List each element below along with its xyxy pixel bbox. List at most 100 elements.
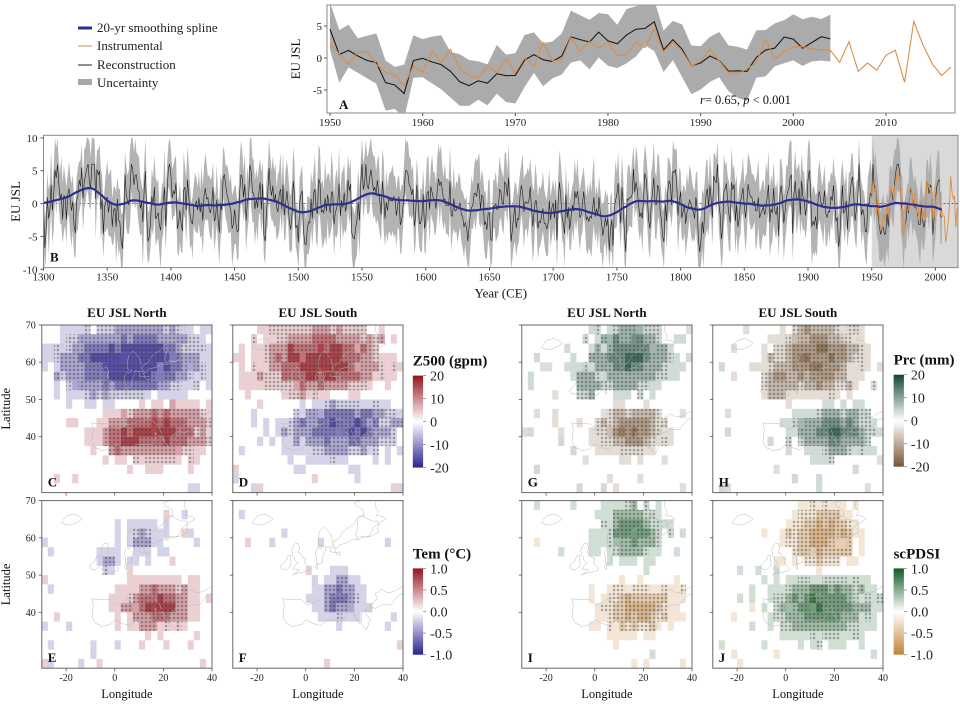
svg-text:EU JSL: EU JSL [8, 181, 23, 222]
svg-text:-1.0: -1.0 [430, 649, 452, 664]
svg-text:1850: 1850 [733, 272, 756, 284]
svg-text:Latitude: Latitude [0, 388, 13, 430]
svg-text:10: 10 [27, 133, 39, 145]
svg-text:1400: 1400 [160, 272, 183, 284]
svg-text:H: H [719, 475, 729, 490]
svg-text:70: 70 [26, 496, 36, 507]
svg-text:1950: 1950 [319, 117, 342, 129]
svg-text:1600: 1600 [415, 272, 438, 284]
svg-text:1750: 1750 [606, 272, 629, 284]
svg-text:1960: 1960 [412, 117, 435, 129]
svg-text:0: 0 [592, 673, 597, 684]
svg-text:50: 50 [26, 571, 36, 582]
svg-text:Longitude: Longitude [581, 687, 633, 701]
svg-text:0.5: 0.5 [911, 584, 929, 599]
svg-text:0: 0 [911, 415, 918, 430]
svg-text:B: B [50, 250, 59, 265]
svg-text:-10: -10 [911, 438, 930, 453]
svg-text:EU JSL North: EU JSL North [567, 305, 647, 320]
svg-text:20: 20 [349, 673, 359, 684]
svg-text:1990: 1990 [690, 117, 713, 129]
svg-text:40: 40 [398, 673, 408, 684]
svg-text:1800: 1800 [670, 272, 693, 284]
svg-text:-10: -10 [23, 264, 38, 276]
svg-text:E: E [48, 650, 57, 665]
svg-text:-20: -20 [730, 673, 743, 684]
svg-text:J: J [719, 650, 726, 665]
svg-text:1.0: 1.0 [911, 562, 929, 577]
svg-text:C: C [48, 475, 57, 490]
svg-text:1350: 1350 [96, 272, 119, 284]
svg-text:EU JSL North: EU JSL North [87, 305, 167, 320]
svg-text:1950: 1950 [861, 272, 884, 284]
svg-text:Tem (°C): Tem (°C) [413, 546, 471, 562]
svg-text:1550: 1550 [351, 272, 374, 284]
svg-text:G: G [528, 475, 538, 490]
svg-text:-20: -20 [250, 673, 263, 684]
svg-text:Instrumental: Instrumental [97, 38, 163, 53]
svg-text:10: 10 [911, 392, 925, 407]
svg-text:20: 20 [829, 673, 839, 684]
svg-text:EU JSL South: EU JSL South [759, 305, 839, 320]
svg-text:40: 40 [687, 673, 697, 684]
svg-text:1650: 1650 [479, 272, 502, 284]
svg-text:0: 0 [783, 673, 788, 684]
svg-text:2010: 2010 [875, 117, 898, 129]
svg-text:Z500 (gpm): Z500 (gpm) [413, 354, 488, 370]
svg-text:EU JSL South: EU JSL South [279, 305, 359, 320]
svg-text:1500: 1500 [287, 272, 310, 284]
svg-text:Prc (mm): Prc (mm) [894, 353, 955, 369]
svg-text:0.5: 0.5 [430, 584, 448, 599]
svg-text:10: 10 [430, 393, 444, 408]
svg-text:70: 70 [26, 321, 36, 332]
svg-text:Year (CE): Year (CE) [475, 286, 527, 301]
svg-text:Reconstruction: Reconstruction [97, 57, 176, 72]
svg-text:-20: -20 [911, 461, 930, 476]
svg-text:20: 20 [430, 370, 444, 385]
svg-text:60: 60 [26, 533, 36, 544]
svg-text:0.0: 0.0 [430, 606, 448, 621]
svg-text:1450: 1450 [224, 272, 247, 284]
svg-text:40: 40 [26, 608, 36, 619]
svg-text:5: 5 [317, 21, 323, 33]
svg-text:1980: 1980 [597, 117, 620, 129]
svg-text:40: 40 [26, 432, 36, 443]
svg-text:Longitude: Longitude [292, 687, 344, 701]
svg-text:0: 0 [430, 416, 437, 431]
svg-text:1700: 1700 [542, 272, 565, 284]
svg-text:1900: 1900 [797, 272, 820, 284]
svg-text:0.0: 0.0 [911, 606, 929, 621]
svg-text:0: 0 [112, 673, 117, 684]
svg-text:20: 20 [911, 369, 925, 384]
svg-text:Longitude: Longitude [772, 687, 824, 701]
svg-text:40: 40 [878, 673, 888, 684]
svg-text:-20: -20 [59, 673, 72, 684]
svg-text:scPDSI: scPDSI [894, 546, 941, 562]
svg-text:-0.5: -0.5 [911, 627, 933, 642]
svg-text:Uncertainty: Uncertainty [97, 75, 159, 90]
svg-text:A: A [339, 97, 349, 112]
svg-text:5: 5 [32, 166, 38, 178]
svg-text:50: 50 [26, 395, 36, 406]
svg-text:2000: 2000 [782, 117, 805, 129]
svg-text:20: 20 [158, 673, 168, 684]
svg-text:-0.5: -0.5 [430, 627, 452, 642]
svg-text:40: 40 [207, 673, 217, 684]
svg-text:-10: -10 [430, 439, 449, 454]
svg-text:-20: -20 [539, 673, 552, 684]
svg-text:-1.0: -1.0 [911, 649, 933, 664]
svg-text:-20: -20 [430, 462, 449, 477]
svg-text:-5: -5 [28, 231, 38, 243]
svg-text:r= 0.65, p < 0.001: r= 0.65, p < 0.001 [700, 93, 791, 107]
svg-text:F: F [239, 650, 247, 665]
svg-text:D: D [239, 475, 248, 490]
svg-text:I: I [528, 650, 533, 665]
svg-text:20-yr smoothing spline: 20-yr smoothing spline [97, 20, 218, 35]
svg-text:EU JSL: EU JSL [288, 39, 303, 80]
svg-text:-5: -5 [313, 85, 323, 97]
svg-text:2000: 2000 [924, 272, 947, 284]
svg-text:0: 0 [303, 673, 308, 684]
svg-text:1970: 1970 [504, 117, 527, 129]
svg-text:1.0: 1.0 [430, 562, 448, 577]
svg-text:Longitude: Longitude [101, 687, 153, 701]
